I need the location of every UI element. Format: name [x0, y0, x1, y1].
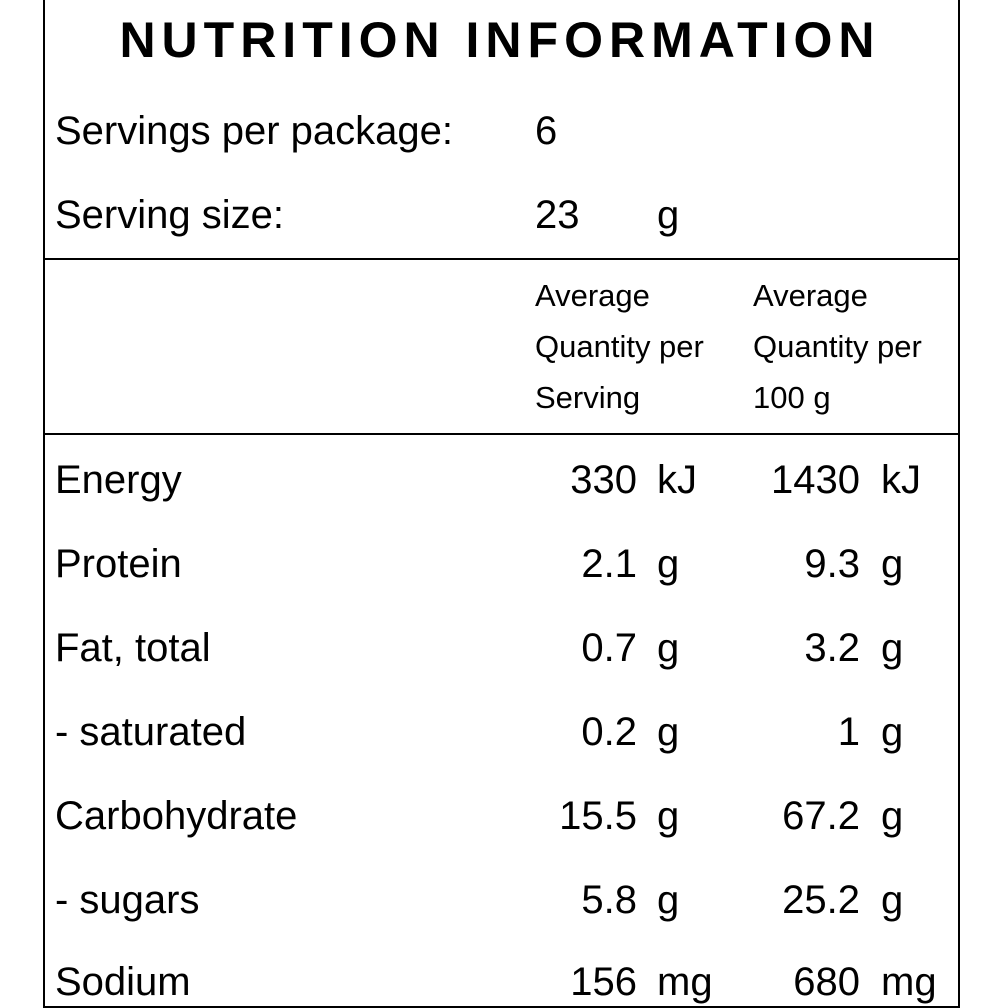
column-header-line: Quantity per [753, 329, 922, 364]
per-serving-value: 330 [570, 458, 637, 502]
nutrient-name: - saturated [55, 710, 247, 754]
column-header-line: 100 g [753, 380, 831, 415]
nutrient-name: Protein [55, 542, 182, 586]
per-100g-unit: g [881, 710, 904, 754]
per-100g-unit: g [881, 626, 904, 670]
nutrient-name: Carbohydrate [55, 794, 298, 838]
servings-per-package-value: 6 [535, 109, 558, 153]
per-serving-value: 5.8 [581, 878, 637, 922]
per-serving-value: 15.5 [559, 794, 637, 838]
serving-size-label: Serving size: [55, 193, 284, 237]
per-100g-unit: kJ [881, 458, 921, 502]
per-100g-value: 9.3 [804, 542, 860, 586]
column-header-line: Average [753, 278, 868, 313]
serving-size-unit: g [657, 193, 680, 237]
column-header-line: Quantity per [535, 329, 704, 364]
column-header-line: Serving [535, 380, 641, 415]
per-serving-value: 156 [570, 960, 637, 1004]
nutrient-name: Sodium [55, 960, 191, 1004]
per-serving-unit: g [657, 794, 680, 838]
per-serving-unit: mg [657, 960, 713, 1004]
per-100g-value: 25.2 [782, 878, 860, 922]
per-serving-unit: g [657, 710, 680, 754]
column-header-line: Average [535, 278, 650, 313]
per-100g-unit: g [881, 878, 904, 922]
per-100g-value: 680 [793, 960, 860, 1004]
per-serving-unit: g [657, 626, 680, 670]
per-serving-unit: g [657, 878, 680, 922]
per-serving-value: 0.2 [581, 710, 637, 754]
divider-header [43, 433, 960, 435]
per-serving-unit: kJ [657, 458, 697, 502]
serving-size-value: 23 [535, 193, 580, 237]
per-100g-unit: mg [881, 960, 937, 1004]
divider-top [43, 258, 960, 260]
nutrient-name: - sugars [55, 878, 200, 922]
per-100g-unit: g [881, 794, 904, 838]
per-100g-unit: g [881, 542, 904, 586]
servings-per-package-label: Servings per package: [55, 109, 454, 153]
column-header-per-100g: Average Quantity per 100 g [753, 270, 922, 423]
per-100g-value: 3.2 [804, 626, 860, 670]
panel-title: NUTRITION INFORMATION [119, 12, 881, 68]
per-serving-unit: g [657, 542, 680, 586]
per-100g-value: 1430 [771, 458, 860, 502]
per-serving-value: 0.7 [581, 626, 637, 670]
column-header-per-serving: Average Quantity per Serving [535, 270, 704, 423]
nutrient-name: Energy [55, 458, 182, 502]
per-100g-value: 67.2 [782, 794, 860, 838]
per-100g-value: 1 [837, 710, 860, 754]
nutrient-name: Fat, total [55, 626, 211, 670]
per-serving-value: 2.1 [581, 542, 637, 586]
